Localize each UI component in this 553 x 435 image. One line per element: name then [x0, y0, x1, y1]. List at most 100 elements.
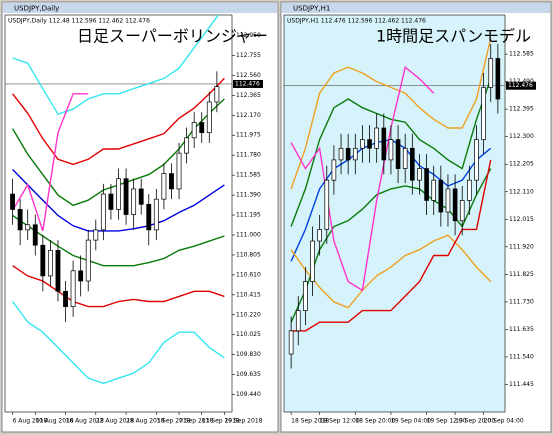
- candle-body: [55, 249, 61, 292]
- band-line: [290, 234, 492, 309]
- band-line: [12, 214, 225, 267]
- candle-body: [25, 224, 31, 231]
- candle-body: [108, 193, 114, 210]
- band-line: [12, 301, 225, 385]
- y-tick-label: 112.585: [509, 51, 534, 58]
- y-tick-label: 112.110: [509, 188, 534, 195]
- candle-body: [459, 200, 465, 222]
- chart-title: 日足スーパーボリンジャー: [77, 27, 268, 46]
- window-caption[interactable]: [3, 3, 277, 13]
- chart-header: USDJPY,H1 112.476 112.596 112.462 112.47…: [287, 18, 426, 25]
- plot-area: [283, 14, 506, 413]
- window-caption[interactable]: [282, 3, 550, 13]
- candle-body: [40, 244, 46, 277]
- candle-body: [424, 168, 429, 201]
- candle-body: [474, 139, 479, 181]
- chart-header: USDJPY,Daily 112.48 112.596 112.462 112.…: [8, 18, 150, 25]
- candle-body: [388, 139, 394, 161]
- y-tick-label: 112.205: [509, 161, 534, 168]
- x-tick-label: 19 Sep 12:00: [427, 418, 467, 425]
- x-tick-label: 20 Sep 04:00: [484, 418, 524, 425]
- y-tick-label: 112.490: [509, 78, 534, 85]
- y-tick-label: 111.780: [236, 152, 261, 159]
- y-tick-label: 111.975: [236, 132, 261, 139]
- candle-body: [438, 179, 444, 213]
- candle-body: [146, 203, 152, 231]
- band-line: [12, 265, 225, 308]
- band-line: [12, 169, 225, 232]
- x-tick-label: 10 Aug 2018: [35, 418, 74, 425]
- candle-body: [303, 281, 308, 311]
- candle-body: [32, 224, 38, 246]
- x-tick-label: 18 Sep 20:00: [355, 418, 395, 425]
- candle-body: [402, 147, 408, 169]
- candle-body: [85, 239, 91, 282]
- candle-body: [288, 330, 294, 355]
- candle-body: [445, 188, 451, 213]
- candle-body: [214, 86, 220, 103]
- plot: [5, 15, 232, 385]
- candle-body: [367, 139, 372, 149]
- candle-body: [345, 147, 351, 161]
- y-tick-label: 112.395: [509, 106, 534, 113]
- y-tick-label: 112.365: [236, 92, 261, 99]
- y-tick-label: 111.920: [509, 243, 534, 250]
- candle-body: [47, 249, 53, 277]
- candle-body: [78, 270, 84, 282]
- candle-body: [70, 270, 76, 307]
- last-price-label: 112.476: [235, 80, 260, 87]
- x-tick-label: 22 Aug 2018: [96, 418, 135, 425]
- band-line: [291, 159, 492, 332]
- candle-body: [452, 188, 458, 222]
- candle-body: [338, 147, 344, 161]
- x-tick-label: 19 Sep 20:00: [455, 418, 495, 425]
- candle-body: [488, 58, 494, 88]
- x-tick-label: 6 Aug 2018: [13, 418, 48, 425]
- chart-window: USDJPY,H1 112.585 112.490 112.395 112.300 112…: [280, 1, 552, 433]
- candle-body: [93, 229, 99, 241]
- candle-body: [169, 173, 174, 190]
- y-tick-label: 109.440: [236, 391, 261, 398]
- candle-body: [352, 147, 358, 161]
- candle-body: [324, 179, 330, 230]
- candle-body: [191, 122, 197, 139]
- candle-body: [199, 122, 205, 134]
- candle-body: [63, 290, 68, 307]
- candle-body: [395, 139, 401, 169]
- band-line: [290, 65, 435, 292]
- candle-body: [100, 193, 106, 231]
- plot: [284, 38, 505, 369]
- y-tick-label: 111.390: [236, 192, 261, 199]
- candle-body: [10, 193, 15, 210]
- candle-body: [410, 147, 415, 181]
- y-tick-label: 110.415: [236, 291, 261, 298]
- candle-body: [310, 240, 315, 282]
- x-tick-label: 19 Sep 04:00: [391, 418, 431, 425]
- band-line: [290, 168, 492, 323]
- band-line: [12, 77, 225, 166]
- candle-body: [417, 168, 422, 181]
- window-title: USDJPY,Daily: [14, 5, 59, 13]
- candle-body: [295, 310, 301, 332]
- last-price-label: 112.476: [508, 82, 533, 89]
- candle-body: [331, 159, 337, 181]
- y-tick-label: 111.730: [509, 298, 534, 305]
- candle-body: [116, 178, 121, 210]
- candle-body: [481, 87, 486, 140]
- x-tick-label: 19 Sep 2018: [224, 418, 262, 425]
- band-line: [290, 78, 492, 227]
- band-line: [11, 93, 89, 232]
- y-tick-label: 110.610: [236, 271, 261, 278]
- y-tick-label: 111.825: [509, 271, 534, 278]
- x-tick-label: 16 Aug 2018: [66, 418, 105, 425]
- x-tick-label: 28 Aug 2018: [126, 418, 165, 425]
- y-tick-label: 110.220: [236, 311, 261, 318]
- chart-title: 1時間足スパンモデル: [376, 27, 531, 46]
- chart-window: USDJPY,Daily 112.950 112.755 112.560 112.365…: [1, 1, 279, 433]
- candle-body: [374, 127, 379, 149]
- band-line: [12, 15, 220, 116]
- y-tick-label: 111.540: [509, 353, 534, 360]
- x-tick-label: 7 Sep 2018: [179, 418, 213, 425]
